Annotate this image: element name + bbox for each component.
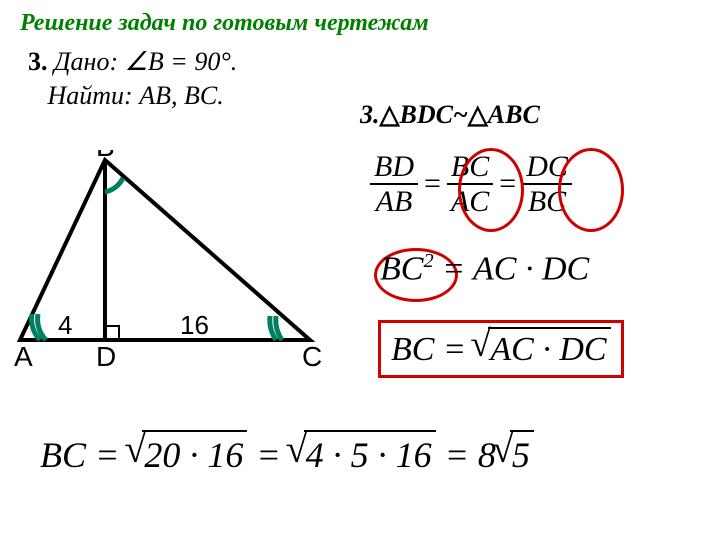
svg-text:A: A xyxy=(14,341,33,372)
formula-squared: BC2 = AC · DC xyxy=(380,250,589,288)
given-label: Дано: xyxy=(54,47,118,76)
svg-text:16: 16 xyxy=(180,310,209,340)
svg-text:4: 4 xyxy=(58,310,72,340)
find-label: Найти: xyxy=(48,81,133,110)
page-title: Решение задач по готовым чертежам xyxy=(20,10,700,37)
triangle-diagram: A B C D 4 16 xyxy=(10,150,330,380)
svg-text:C: C xyxy=(302,341,322,372)
equals-icon: = xyxy=(424,167,441,201)
highlight-circle-1 xyxy=(458,148,524,232)
problem-number: 3. xyxy=(28,47,48,76)
find-value: AB, BC. xyxy=(139,81,224,110)
similarity-statement: 3.△BDC~△ABC xyxy=(360,100,540,130)
highlight-circle-2 xyxy=(558,148,624,232)
svg-text:B: B xyxy=(96,150,115,162)
formula-sqrt-boxed: BC = AC · DC xyxy=(378,320,624,378)
svg-text:D: D xyxy=(96,341,116,372)
final-calculation: BC = 20 · 16 = 4 · 5 · 16 = 85 xyxy=(40,430,534,476)
ratio-1: BD AB xyxy=(370,150,418,218)
given-value: ∠B = 90°. xyxy=(125,47,238,76)
similarity-prefix: 3. xyxy=(360,100,380,129)
